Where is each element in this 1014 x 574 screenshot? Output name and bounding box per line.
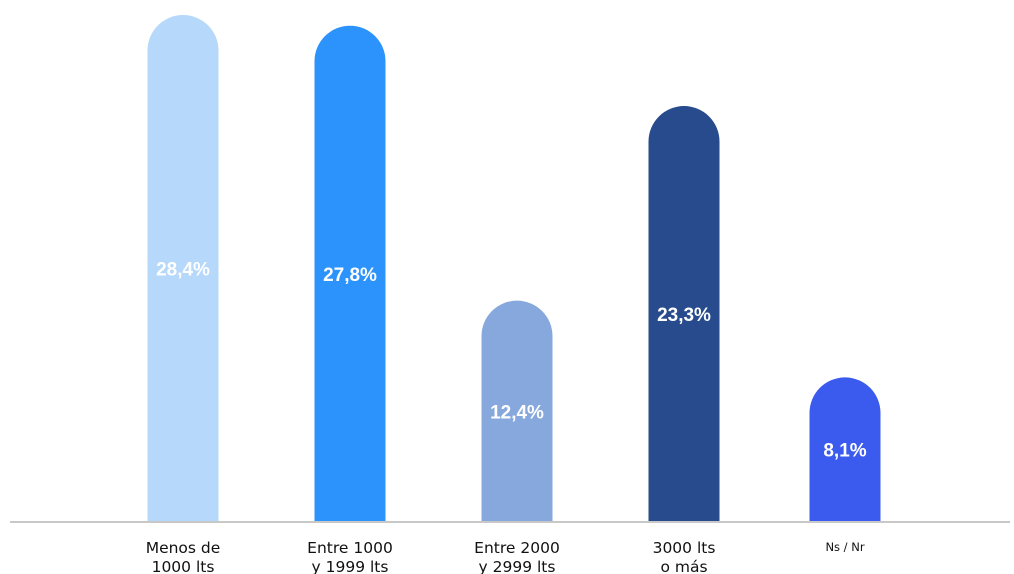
bar-value-label-3: 12,4% <box>490 402 544 423</box>
category-label-1-line-1: Menos de <box>146 539 221 557</box>
bar-value-label-4: 23,3% <box>657 305 711 326</box>
bar-5 <box>809 377 881 522</box>
bars-group: 28,4% 27,8% 12,4% 23,3% 8,1% <box>147 14 881 522</box>
bar-4 <box>648 106 720 522</box>
category-label-2-line-1: Entre 1000 <box>307 539 393 557</box>
category-label-4-line-2: o más <box>660 558 707 574</box>
category-label-3-line-1: Entre 2000 <box>474 539 560 557</box>
category-label-3-line-2: y 2999 lts <box>479 558 556 574</box>
category-label-4-line-1: 3000 lts <box>653 539 716 557</box>
bar-1 <box>147 14 219 522</box>
bar-3 <box>481 300 553 522</box>
category-label-2-line-2: y 1999 lts <box>312 558 389 574</box>
bar-value-label-1: 28,4% <box>156 260 210 281</box>
bar-value-label-5: 8,1% <box>823 441 866 462</box>
bar-value-label-2: 27,8% <box>323 265 377 286</box>
bar-2 <box>314 25 386 522</box>
category-label-5-line-1: Ns / Nr <box>825 540 864 554</box>
category-label-1-line-2: 1000 lts <box>152 558 215 574</box>
